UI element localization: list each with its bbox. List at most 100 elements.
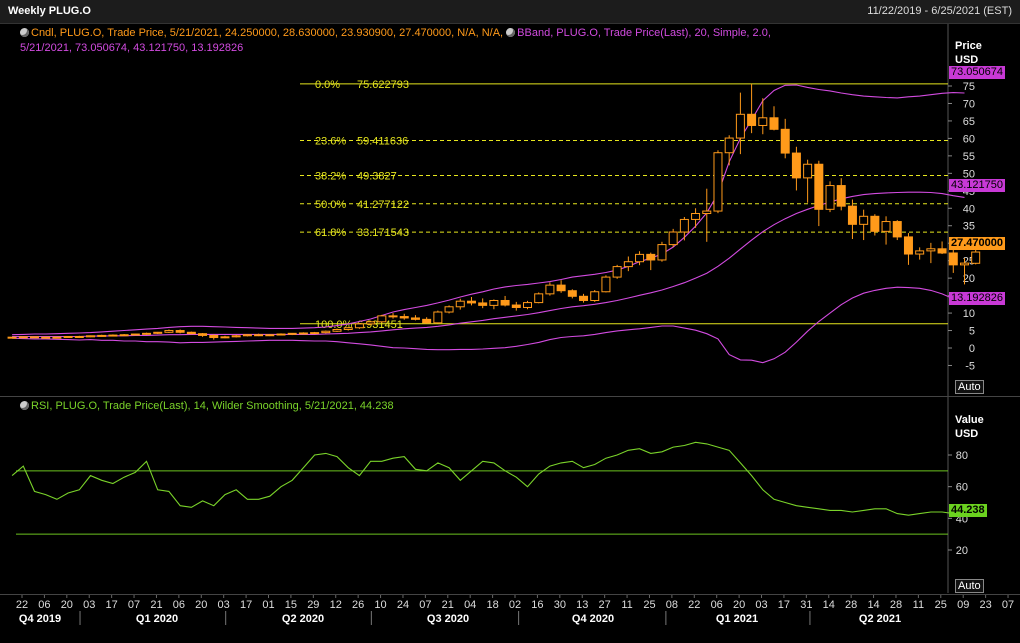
x-day-label: 26 [352,599,364,611]
price-tick-label: -5 [965,360,975,372]
candle-body [86,335,96,338]
x-quarter-label: Q4 2020 [572,613,614,625]
candle-body [590,291,600,301]
candle-body [410,317,420,320]
candle-body [702,210,712,215]
last-price-tag: 27.470000 [949,237,1005,250]
x-day-label: 03 [218,599,230,611]
x-day-label: 06 [38,599,50,611]
x-quarter-label: Q1 2021 [716,613,758,625]
x-axis[interactable]: 22 06 20 03 17 07 21 06 20 03 17 01 15 29 12 26 10 24 07 21… [0,595,1020,643]
fib-pct-label: 38.2% [315,170,346,182]
candle-body [377,315,387,323]
candle-body [623,261,633,268]
x-day-label: 07 [419,599,431,611]
candle-body [52,336,62,339]
x-day-label: 27 [599,599,611,611]
price-auto-button[interactable]: Auto [955,380,984,394]
rsi-tick-label: 80 [956,450,968,462]
x-day-label: 20 [195,599,207,611]
candle-body [119,334,129,337]
candle-body [332,328,342,332]
price-chart[interactable]: -50510152025303540455055606570750.0%75.6… [0,24,1020,396]
rsi-auto-button[interactable]: Auto [955,579,984,593]
candle-body [959,262,969,266]
rsi-legend-icon[interactable] [20,401,29,410]
candle-body [556,284,566,292]
candle-body [41,336,51,339]
candle-body [646,253,656,261]
candle-body [545,284,555,295]
x-day-label: 25 [643,599,655,611]
candle-body [926,248,936,252]
x-day-label: 09 [957,599,969,611]
fib-pct-label: 50.0% [315,199,346,211]
x-day-label: 29 [307,599,319,611]
candle-body [287,332,297,335]
price-tick-label: 40 [963,203,975,215]
candle-body [29,336,39,339]
x-day-label: 03 [755,599,767,611]
x-axis-panel: 22 06 20 03 17 07 21 06 20 03 17 01 15 29 12 26 10 24 07 21… [0,594,1020,642]
candle-body [847,205,857,225]
fib-value-label: 41.277122 [357,199,409,211]
rsi-tick-label: 20 [956,545,968,557]
candle-body [825,185,835,210]
candle-body [859,215,869,225]
bband-legend-icon[interactable] [506,28,516,37]
candle-body [97,334,107,337]
candle-body [74,335,84,338]
candle-body [803,163,813,179]
candle-body [242,334,252,337]
x-day-label: 06 [173,599,185,611]
candle-body [523,302,532,308]
fib-value-label: 33.171543 [357,227,409,239]
candle-body [366,321,376,325]
x-day-label: 21 [150,599,162,611]
candle-body [724,137,734,154]
bb-lower-tag: 13.192826 [949,292,1005,305]
candle-body [903,236,913,255]
x-day-label: 16 [531,599,543,611]
x-day-label: 14 [867,599,879,611]
rsi-legend: RSI, PLUG.O, Trade Price(Last), 14, Wild… [20,399,394,414]
candle-body [220,336,230,339]
candle-body [679,218,689,233]
bband-upper-line [12,84,965,336]
bband-legend-text-2: 5/21/2021, 73.050674, 43.121750, 13.1928… [20,42,244,54]
candle-body [265,334,275,337]
x-day-label: 25 [935,599,947,611]
candle-body [735,113,745,139]
x-day-label: 07 [1002,599,1014,611]
price-tick-label: 55 [963,151,975,163]
price-axis-title-line2: USD [955,54,979,66]
candle-body [567,290,577,297]
candle-body [534,293,544,304]
candle-body [657,244,667,261]
price-tick-label: 75 [963,81,975,93]
x-day-label: 20 [61,599,73,611]
candle-body [343,327,353,330]
candle-body [612,266,622,278]
candle-body [579,295,589,301]
chart-title: Weekly PLUG.O [8,5,91,17]
x-day-label: 31 [800,599,812,611]
x-day-label: 01 [262,599,274,611]
rsi-panel[interactable]: 20 40 60 80 RSI, PLUG.O, Trade Price(Last),… [0,396,1020,594]
candle-body [769,117,779,130]
candle-body [7,336,17,339]
candle-body [814,163,824,210]
candle-body [948,252,958,266]
candle-body [478,302,488,306]
price-tick-label: 65 [963,116,975,128]
x-day-label: 28 [845,599,857,611]
candle-body [466,300,476,304]
candle-legend-icon[interactable] [20,28,29,37]
price-legend: Cndl, PLUG.O, Trade Price, 5/21/2021, 24… [20,26,771,56]
price-panel[interactable]: -50510152025303540455055606570750.0%75.6… [0,24,1020,396]
candle-body [209,334,219,339]
price-tick-label: 60 [963,133,975,145]
x-day-label: 03 [83,599,95,611]
x-quarter-label: Q2 2020 [282,613,324,625]
